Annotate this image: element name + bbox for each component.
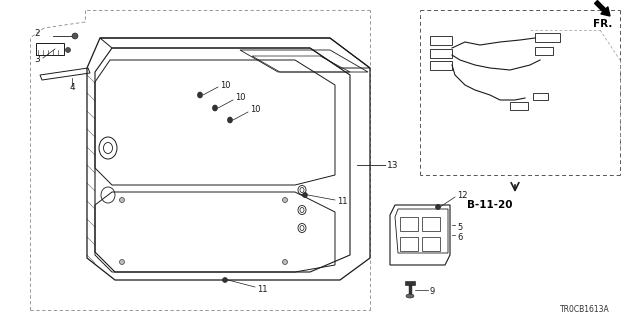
Ellipse shape	[120, 260, 125, 265]
Bar	[430, 61, 452, 70]
FancyArrow shape	[595, 1, 610, 16]
Bar	[533, 93, 548, 100]
Bar	[422, 237, 440, 251]
Bar	[36, 43, 64, 55]
Ellipse shape	[120, 197, 125, 203]
Ellipse shape	[406, 294, 414, 298]
Text: 10: 10	[235, 93, 246, 102]
Text: 3: 3	[34, 55, 40, 65]
Text: 4: 4	[70, 84, 76, 92]
Ellipse shape	[72, 33, 78, 39]
Text: B-11-20: B-11-20	[467, 200, 513, 210]
Bar	[422, 217, 440, 231]
Ellipse shape	[227, 117, 232, 123]
Text: TR0CB1613A: TR0CB1613A	[560, 306, 610, 315]
Text: 6: 6	[457, 233, 462, 242]
Bar	[400, 237, 418, 251]
Text: 10: 10	[220, 81, 230, 90]
Text: 11: 11	[337, 197, 348, 206]
Ellipse shape	[198, 92, 202, 98]
Text: 10: 10	[250, 106, 260, 115]
Bar	[405, 281, 415, 285]
Text: 9: 9	[430, 286, 435, 295]
Text: 11: 11	[257, 284, 268, 293]
Bar	[400, 217, 418, 231]
Bar	[430, 36, 452, 45]
Text: 2: 2	[34, 29, 40, 38]
Bar	[535, 33, 560, 42]
Ellipse shape	[435, 204, 440, 210]
Text: 5: 5	[457, 222, 462, 231]
Text: 13: 13	[387, 162, 399, 171]
Bar	[430, 49, 452, 58]
Bar	[510, 102, 528, 110]
Ellipse shape	[282, 197, 287, 203]
Text: FR.: FR.	[593, 19, 612, 29]
Ellipse shape	[65, 47, 70, 52]
Ellipse shape	[212, 105, 218, 111]
Ellipse shape	[282, 260, 287, 265]
Bar	[535, 47, 553, 55]
Ellipse shape	[223, 277, 227, 283]
Text: 12: 12	[457, 190, 467, 199]
Ellipse shape	[303, 193, 307, 197]
